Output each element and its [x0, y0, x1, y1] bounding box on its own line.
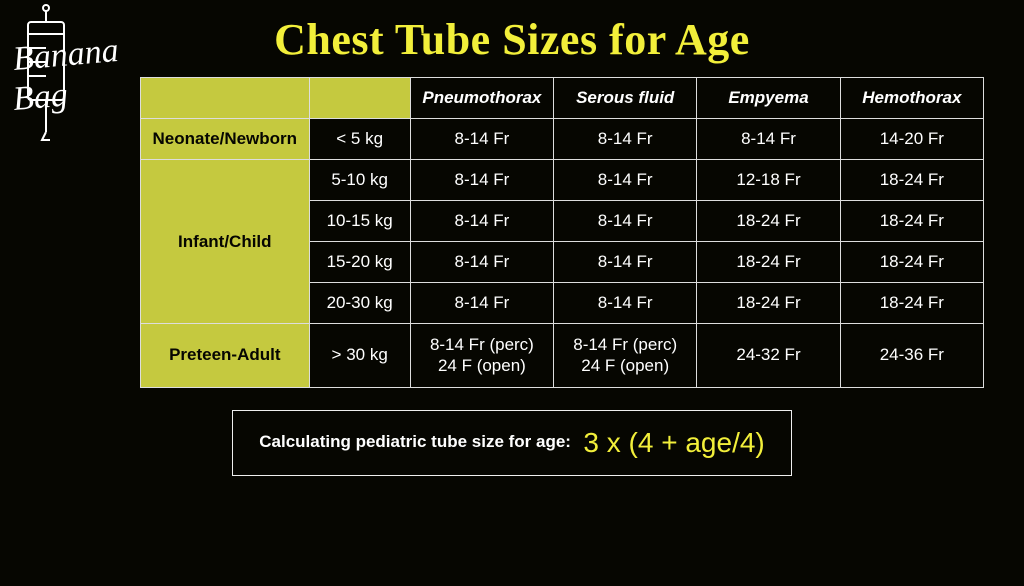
cell-serous: 8-14 Fr [554, 242, 697, 283]
header-blank-1 [141, 78, 310, 119]
cell-serous: 8-14 Fr [554, 119, 697, 160]
formula-label: Calculating pediatric tube size for age: [259, 432, 571, 451]
cell-serous: 8-14 Fr [554, 201, 697, 242]
table-row: Neonate/Newborn< 5 kg8-14 Fr8-14 Fr8-14 … [141, 119, 984, 160]
formula-expr: 3 x (4 + age/4) [583, 427, 764, 458]
cell-hemothorax: 14-20 Fr [840, 119, 983, 160]
cell-pneumothorax: 8-14 Fr [410, 160, 553, 201]
svg-text:Bag: Bag [11, 76, 69, 118]
table-row: Infant/Child5-10 kg8-14 Fr8-14 Fr12-18 F… [141, 160, 984, 201]
cell-empyema: 8-14 Fr [697, 119, 840, 160]
row-group-label: Preteen-Adult [141, 324, 310, 388]
col-pneumothorax: Pneumothorax [410, 78, 553, 119]
page-title: Chest Tube Sizes for Age [0, 0, 1024, 65]
cell-hemothorax: 18-24 Fr [840, 242, 983, 283]
row-group-label: Neonate/Newborn [141, 119, 310, 160]
sizes-table-wrap: Pneumothorax Serous fluid Empyema Hemoth… [140, 77, 984, 388]
row-group-label: Infant/Child [141, 160, 310, 324]
header-blank-2 [309, 78, 410, 119]
table-row: Preteen-Adult> 30 kg8-14 Fr (perc)24 F (… [141, 324, 984, 388]
cell-empyema: 18-24 Fr [697, 242, 840, 283]
table-header-row: Pneumothorax Serous fluid Empyema Hemoth… [141, 78, 984, 119]
cell-pneumothorax: 8-14 Fr [410, 283, 553, 324]
col-empyema: Empyema [697, 78, 840, 119]
cell-pneumothorax: 8-14 Fr [410, 242, 553, 283]
cell-serous: 8-14 Fr (perc)24 F (open) [554, 324, 697, 388]
table-body: Neonate/Newborn< 5 kg8-14 Fr8-14 Fr8-14 … [141, 119, 984, 388]
cell-empyema: 24-32 Fr [697, 324, 840, 388]
cell-hemothorax: 18-24 Fr [840, 160, 983, 201]
cell-weight: 20-30 kg [309, 283, 410, 324]
col-serous: Serous fluid [554, 78, 697, 119]
formula-box: Calculating pediatric tube size for age:… [232, 410, 792, 476]
sizes-table: Pneumothorax Serous fluid Empyema Hemoth… [140, 77, 984, 388]
cell-empyema: 18-24 Fr [697, 201, 840, 242]
cell-empyema: 12-18 Fr [697, 160, 840, 201]
cell-hemothorax: 24-36 Fr [840, 324, 983, 388]
cell-serous: 8-14 Fr [554, 160, 697, 201]
cell-pneumothorax: 8-14 Fr (perc)24 F (open) [410, 324, 553, 388]
cell-weight: > 30 kg [309, 324, 410, 388]
cell-pneumothorax: 8-14 Fr [410, 119, 553, 160]
cell-weight: 5-10 kg [309, 160, 410, 201]
cell-pneumothorax: 8-14 Fr [410, 201, 553, 242]
cell-hemothorax: 18-24 Fr [840, 201, 983, 242]
cell-weight: < 5 kg [309, 119, 410, 160]
cell-weight: 15-20 kg [309, 242, 410, 283]
cell-empyema: 18-24 Fr [697, 283, 840, 324]
cell-serous: 8-14 Fr [554, 283, 697, 324]
cell-hemothorax: 18-24 Fr [840, 283, 983, 324]
cell-weight: 10-15 kg [309, 201, 410, 242]
svg-text:Banana: Banana [11, 32, 120, 78]
brand-logo: Banana Bag [6, 4, 136, 154]
col-hemothorax: Hemothorax [840, 78, 983, 119]
